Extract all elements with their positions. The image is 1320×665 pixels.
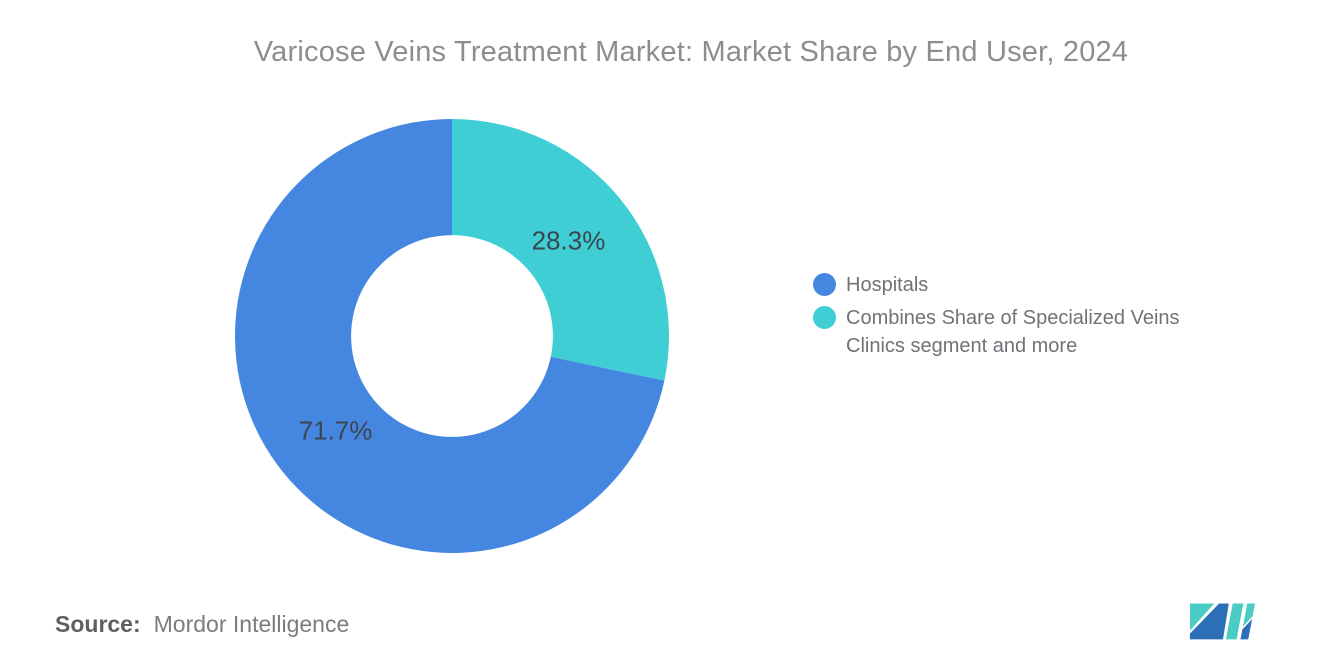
source-label: Source:	[55, 611, 141, 637]
legend: Hospitals Combines Share of Specialized …	[813, 271, 1224, 360]
legend-label-clinics: Combines Share of Specialized Veins Clin…	[846, 307, 1180, 357]
legend-item-clinics[interactable]: Combines Share of Specialized Veins Clin…	[813, 304, 1224, 360]
legend-label-hospitals: Hospitals	[846, 274, 929, 296]
chart-title: Varicose Veins Treatment Market: Market …	[253, 36, 1129, 68]
legend-item-hospitals[interactable]: Hospitals	[813, 271, 1224, 299]
source-line: Source: Mordor Intelligence	[55, 611, 349, 638]
donut-chart[interactable]: 28.3% 71.7%	[235, 119, 669, 553]
donut-slice[interactable]	[235, 119, 665, 553]
legend-marker-clinics-icon	[813, 306, 836, 329]
legend-marker-hospitals-icon	[813, 273, 836, 296]
slice-value-label: 28.3%	[531, 225, 606, 256]
donut-slices	[235, 119, 669, 553]
slice-value-label: 71.7%	[298, 415, 373, 446]
mordor-intelligence-logo-icon	[1189, 603, 1256, 640]
donut-slice[interactable]	[452, 119, 669, 381]
source-value: Mordor Intelligence	[153, 611, 350, 637]
